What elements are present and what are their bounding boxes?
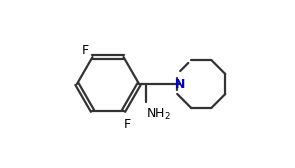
Text: F: F: [124, 118, 131, 131]
Text: NH$_2$: NH$_2$: [146, 107, 171, 122]
Text: N: N: [175, 77, 186, 91]
Text: F: F: [81, 44, 88, 57]
